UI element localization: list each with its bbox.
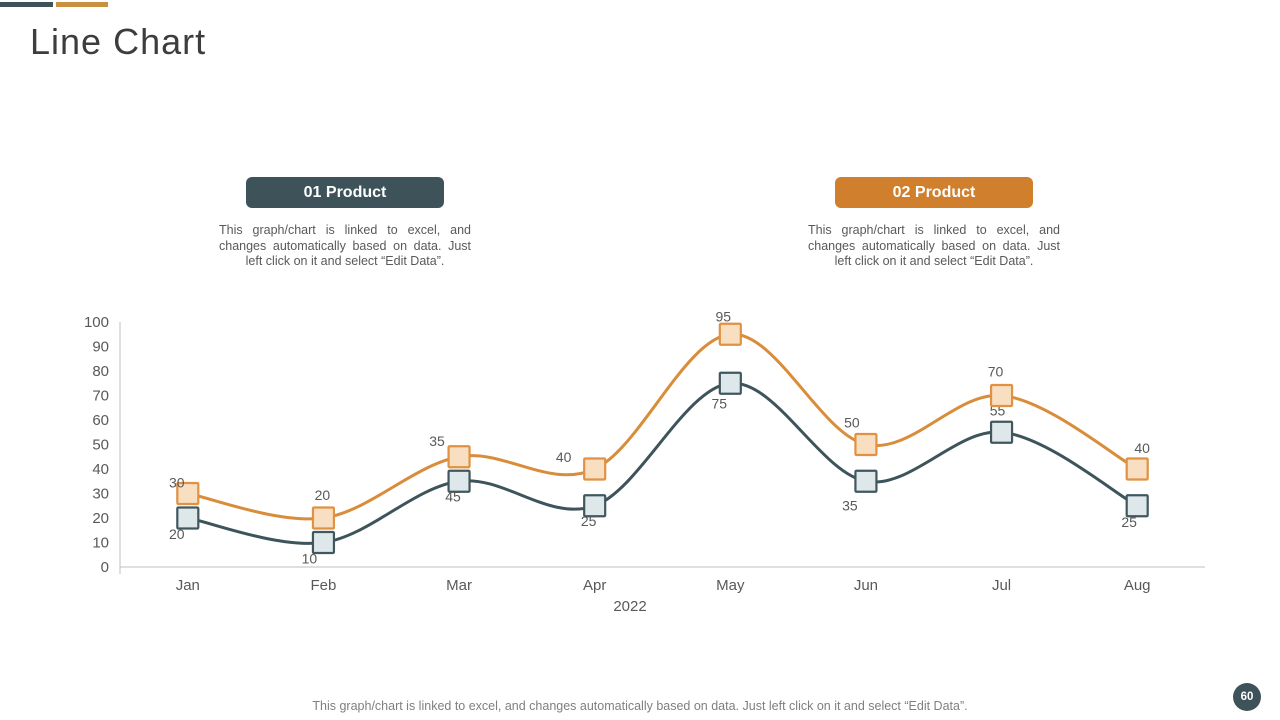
data-point-marker-01-product xyxy=(854,469,878,493)
data-point-marker-02-product xyxy=(989,383,1014,408)
accent-bar-orange xyxy=(56,2,108,7)
x-tick-label: Aug xyxy=(1124,577,1151,594)
data-point-marker-01-product xyxy=(989,420,1014,444)
y-tick-label: 10 xyxy=(92,535,109,552)
product-1-badge[interactable]: 01 Product xyxy=(246,177,444,208)
slide-title: Line Chart xyxy=(30,21,207,62)
y-tick-label: 40 xyxy=(92,461,109,478)
data-point-label-01-product: 45 xyxy=(445,488,461,504)
x-tick-label: Mar xyxy=(446,577,472,594)
data-point-label-02-product: 35 xyxy=(429,433,445,449)
data-point-marker-02-product xyxy=(718,322,742,346)
data-point-marker-02-product xyxy=(176,481,200,506)
data-point-marker-02-product xyxy=(854,432,878,457)
product-1-block: 01 Product This graph/chart is linked to… xyxy=(215,177,475,270)
data-point-label-01-product: 35 xyxy=(842,497,858,513)
series-line-01-product xyxy=(186,381,1139,545)
y-tick-label: 30 xyxy=(92,486,109,503)
data-point-label-01-product: 10 xyxy=(302,551,318,567)
page-number-badge: 60 xyxy=(1233,683,1261,711)
footer-note: This graph/chart is linked to excel, and… xyxy=(312,699,968,713)
data-point-label-01-product: 25 xyxy=(581,513,597,529)
product-2-block: 02 Product This graph/chart is linked to… xyxy=(804,177,1064,270)
data-point-label-02-product: 95 xyxy=(716,308,732,324)
data-point-marker-01-product xyxy=(447,469,471,493)
y-tick-label: 20 xyxy=(92,510,109,527)
data-point-label-01-product: 20 xyxy=(169,526,185,542)
data-point-label-02-product: 20 xyxy=(315,487,331,503)
data-point-label-01-product: 25 xyxy=(1121,514,1137,530)
y-tick-label: 60 xyxy=(92,412,109,429)
y-tick-label: 90 xyxy=(92,339,109,356)
y-tick-label: 50 xyxy=(92,437,109,454)
data-point-label-02-product: 70 xyxy=(988,364,1004,380)
accent-bar-dark xyxy=(0,2,53,7)
data-point-marker-02-product xyxy=(311,506,336,530)
data-point-marker-01-product xyxy=(718,371,742,395)
data-point-marker-02-product xyxy=(583,457,607,481)
product-2-description: This graph/chart is linked to excel, and… xyxy=(808,223,1060,268)
data-point-label-02-product: 40 xyxy=(556,449,572,465)
data-point-marker-01-product xyxy=(176,506,200,530)
product-1-description: This graph/chart is linked to excel, and… xyxy=(219,223,471,268)
data-point-marker-02-product xyxy=(447,445,471,469)
y-tick-label: 80 xyxy=(92,363,109,380)
data-point-label-02-product: 30 xyxy=(169,475,185,491)
x-tick-label: Feb xyxy=(311,577,337,594)
y-tick-label: 70 xyxy=(92,388,109,405)
y-tick-label: 100 xyxy=(84,314,109,331)
product-2-badge[interactable]: 02 Product xyxy=(835,177,1033,208)
data-point-marker-01-product xyxy=(311,530,336,555)
data-point-label-01-product: 75 xyxy=(712,395,728,411)
x-tick-label: Apr xyxy=(583,577,606,594)
data-point-marker-01-product xyxy=(1125,494,1149,518)
series-line-02-product xyxy=(186,332,1139,521)
data-point-label-02-product: 40 xyxy=(1134,440,1150,456)
data-point-label-02-product: 50 xyxy=(844,415,860,431)
page-number: 60 xyxy=(1240,691,1254,703)
y-tick-label: 0 xyxy=(101,559,109,576)
x-tick-label: May xyxy=(716,577,745,594)
data-point-marker-01-product xyxy=(583,494,607,518)
x-tick-label: Jul xyxy=(992,577,1011,594)
x-axis-year-label: 2022 xyxy=(613,598,646,615)
data-point-marker-02-product xyxy=(1125,457,1149,481)
x-tick-label: Jan xyxy=(176,577,200,594)
x-tick-label: Jun xyxy=(854,577,878,594)
